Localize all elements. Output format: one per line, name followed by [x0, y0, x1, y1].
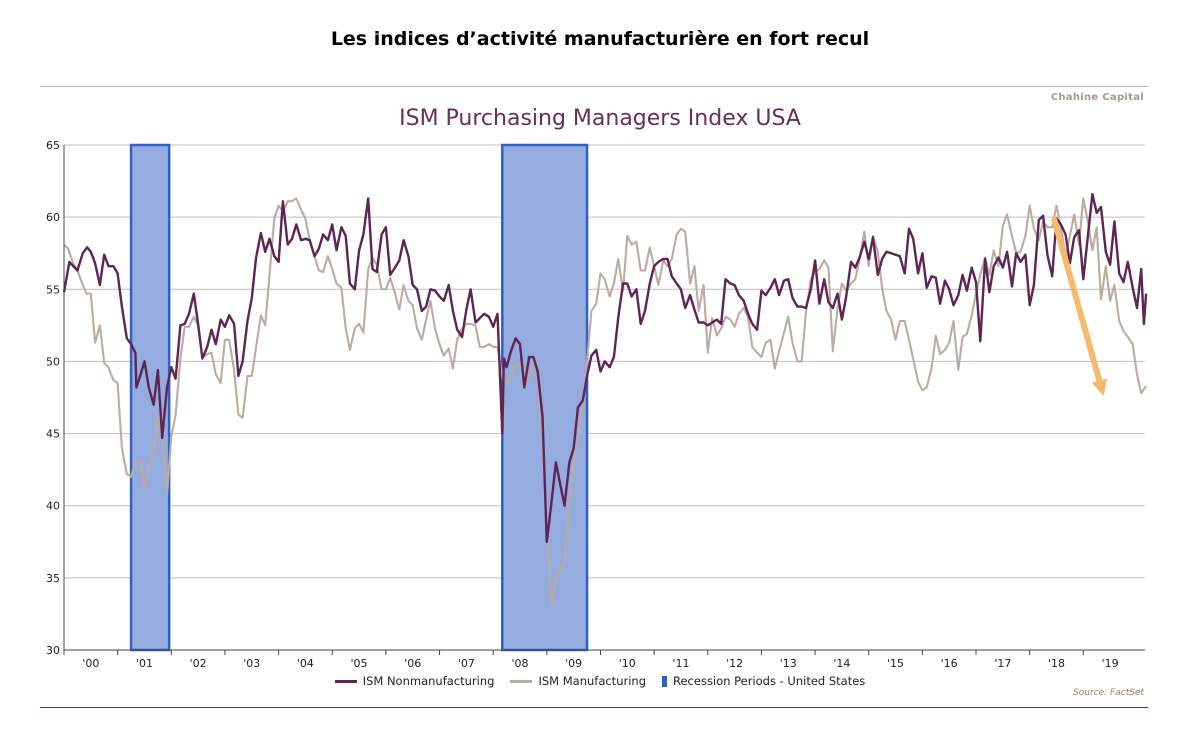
arrow-shaft [1051, 217, 1103, 384]
x-tick-label: '15 [887, 657, 904, 670]
legend-label-nonmanufacturing: ISM Nonmanufacturing [362, 674, 495, 688]
x-tick-label: '11 [672, 657, 689, 670]
x-tick-label: '10 [619, 657, 636, 670]
x-tick-label: '17 [994, 657, 1011, 670]
chart-legend: ISM Nonmanufacturing ISM Manufacturing R… [0, 674, 1200, 688]
legend-item-recession: Recession Periods - United States [662, 674, 865, 688]
x-tick-label: '12 [726, 657, 743, 670]
legend-item-manufacturing: ISM Manufacturing [510, 674, 646, 688]
arrow-head [1091, 378, 1108, 397]
x-tick-label: '08 [511, 657, 528, 670]
legend-label-recession: Recession Periods - United States [673, 674, 866, 688]
brand-label: Chahine Capital [1050, 92, 1144, 103]
legend-swatch-manufacturing [510, 679, 533, 683]
x-tick-label: '00 [82, 657, 99, 670]
y-tick-label: 60 [46, 211, 60, 224]
x-tick-label: '18 [1048, 657, 1065, 670]
chart-title: ISM Purchasing Managers Index USA [399, 106, 801, 131]
y-tick-label: 30 [46, 644, 60, 657]
legend-swatch-nonmanufacturing [334, 679, 357, 683]
y-tick-labels: 30 35 40 45 50 55 60 65 [46, 139, 60, 657]
x-tick-label: '05 [351, 657, 368, 670]
y-tick-label: 35 [46, 572, 60, 585]
x-tick-labels: '00 '01 '02 '03 '04 '05 '06 '07 '08 '09 '10 '11 '12 '… [82, 657, 1118, 670]
top-divider [40, 86, 1148, 87]
axes [63, 145, 1145, 655]
x-tick-label: '09 [565, 657, 582, 670]
bottom-divider [40, 707, 1148, 708]
y-tick-label: 50 [46, 355, 60, 368]
y-tick-label: 65 [46, 139, 60, 152]
legend-item-nonmanufacturing: ISM Nonmanufacturing [334, 674, 495, 688]
y-tick-label: 55 [46, 283, 60, 296]
x-tick-label: '06 [404, 657, 421, 670]
y-tick-label: 40 [46, 500, 60, 513]
recession-band [129, 143, 171, 652]
source-note: Source: FactSet [1073, 688, 1144, 698]
page-title: Les indices d’activité manufacturière en… [330, 28, 870, 50]
recession-band [501, 143, 589, 652]
x-tick-label: '19 [1102, 657, 1119, 670]
x-tick-label: '07 [458, 657, 475, 670]
recession-bands [129, 143, 589, 652]
legend-label-manufacturing: ISM Manufacturing [538, 674, 646, 688]
trend-arrow [1051, 217, 1108, 397]
x-tick-label: '01 [136, 657, 153, 670]
legend-swatch-recession [662, 675, 667, 687]
x-tick-label: '13 [780, 657, 797, 670]
series-line-nonmanufacturing [62, 192, 1148, 543]
y-tick-label: 45 [46, 428, 60, 441]
x-tick-label: '14 [833, 657, 850, 670]
x-tick-label: '03 [243, 657, 260, 670]
series-lines [62, 192, 1148, 607]
x-tick-label: '16 [941, 657, 958, 670]
x-tick-label: '04 [297, 657, 314, 670]
x-tick-label: '02 [190, 657, 207, 670]
series-line-manufacturing [63, 197, 1147, 607]
